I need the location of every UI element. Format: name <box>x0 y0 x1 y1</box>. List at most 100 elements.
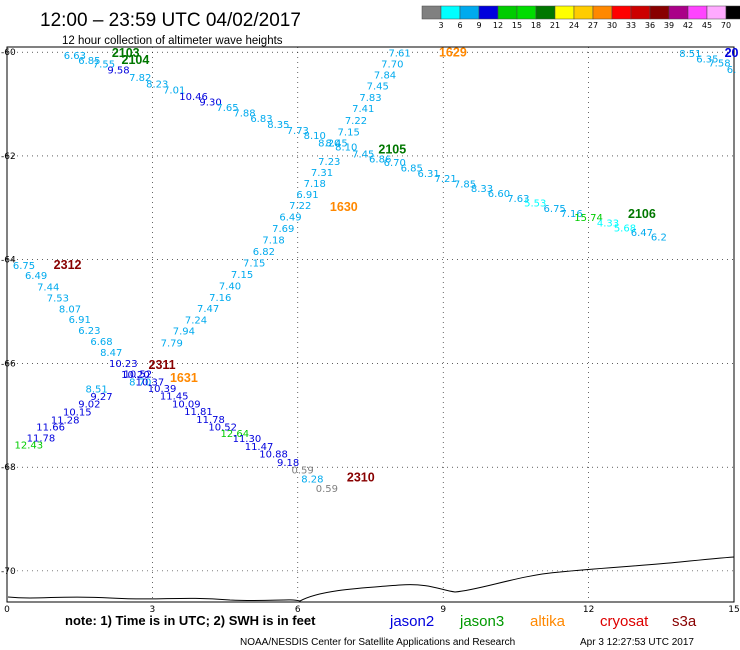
colorbar-swatch <box>649 5 670 20</box>
longitude-tick: 9 <box>440 605 446 615</box>
wave-height-label: 7.18 <box>262 235 284 246</box>
colorbar-label: 9 <box>476 21 481 30</box>
wave-height-label: 11.78 <box>196 415 225 426</box>
wave-height-label: 5.53 <box>524 199 546 210</box>
wave-height-label: 7.73 <box>287 126 309 137</box>
pass-id-label: 2105 <box>378 143 406 157</box>
wave-height-label: 8.45 <box>325 138 347 149</box>
timestamp-text: Apr 3 12:27:53 UTC 2017 <box>580 637 694 648</box>
wave-height-label: 7.82 <box>129 73 151 84</box>
wave-height-label: 6.70 <box>384 158 406 169</box>
colorbar-swatch <box>573 5 594 20</box>
wave-height-label: 7.61 <box>388 49 410 60</box>
colorbar-label: 24 <box>569 21 579 30</box>
longitude-tick: 12 <box>583 605 594 615</box>
colorbar-swatch <box>687 5 708 20</box>
wave-height-label: 7.47 <box>197 304 219 315</box>
colorbar-label: 70 <box>721 21 731 30</box>
map-subtitle: 12 hour collection of altimeter wave hei… <box>62 35 283 47</box>
wave-height-label: 6.2 <box>651 232 667 243</box>
wave-height-label: 8.10 <box>304 131 326 142</box>
wave-height-label: 0.59 <box>292 466 314 477</box>
colorbar-label: 42 <box>683 21 693 30</box>
longitude-tick: 0 <box>4 605 10 615</box>
colorbar-swatch <box>668 5 689 20</box>
wave-height-label: 5.68 <box>614 224 636 235</box>
wave-height-label: 7.79 <box>161 339 183 350</box>
colorbar-swatch <box>706 5 727 20</box>
wave-height-label: 10.20 <box>121 370 150 381</box>
wave-height-label: 9.58 <box>107 65 129 76</box>
wave-height-label: 7.24 <box>185 315 207 326</box>
latitude-tick: -60 <box>1 48 16 58</box>
wave-height-label: 7.69 <box>272 224 294 235</box>
satellite-legend-cryosat: cryosat <box>600 613 649 630</box>
latitude-tick: -62 <box>1 152 16 162</box>
wave-height-label: 6.85 <box>401 163 423 174</box>
colorbar-swatch <box>478 5 499 20</box>
satellite-legend-altika: altika <box>530 613 566 630</box>
wave-height-label: 6.85 <box>78 56 100 67</box>
colorbar-label: 6 <box>457 21 462 30</box>
colorbar-swatch <box>535 5 556 20</box>
colorbar-swatch <box>459 5 480 20</box>
wave-height-label: 11.81 <box>184 407 213 418</box>
pass-id-label: 20 <box>725 46 739 60</box>
wave-height-label: 7.22 <box>345 116 367 127</box>
wave-height-label: 8.33 <box>471 184 493 195</box>
wave-height-label: 7.40 <box>219 282 241 293</box>
wave-height-label: 7.15 <box>243 258 265 269</box>
wave-height-label: 9.27 <box>90 392 112 403</box>
colorbar-label: 39 <box>664 21 674 30</box>
colorbar-label: 21 <box>550 21 560 30</box>
wave-height-label: 10.15 <box>63 408 92 419</box>
wave-height-label: 6.68 <box>90 337 112 348</box>
wave-height-label: 7.45 <box>367 81 389 92</box>
antarctic-coastline <box>7 556 735 602</box>
wave-height-label: 7.84 <box>374 70 396 81</box>
wave-height-label: 9.02 <box>78 399 100 410</box>
colorbar-label: 27 <box>588 21 598 30</box>
latitude-tick: -66 <box>1 359 16 369</box>
colorbar-label: 33 <box>626 21 636 30</box>
wave-height-label: 8.51 <box>679 49 701 60</box>
wave-height-label: 11.45 <box>160 392 189 403</box>
wave-height-label: 6. <box>727 65 737 76</box>
wave-height-label: 6.60 <box>488 189 510 200</box>
wave-height-label: 4.33 <box>597 218 619 229</box>
wave-height-label: 12.43 <box>14 440 43 451</box>
pass-id-label: 2106 <box>628 207 656 221</box>
colorbar-swatch <box>421 5 442 20</box>
wave-height-label: 8.10 <box>335 143 357 154</box>
colorbar-swatch <box>440 5 461 20</box>
wave-height-label: 7.23 <box>318 157 340 168</box>
wave-height-label: 7.16 <box>561 209 583 220</box>
satellite-legend-jason3: jason3 <box>459 613 504 630</box>
wave-height-label: 10.39 <box>148 384 177 395</box>
colorbar-label: 15 <box>512 21 522 30</box>
credit-text: NOAA/NESDIS Center for Satellite Applica… <box>240 637 515 648</box>
wave-height-label: 7.31 <box>311 168 333 179</box>
wave-height-label: 10.88 <box>259 450 288 461</box>
wave-height-label: 6.86 <box>369 155 391 166</box>
wave-height-label: 6.91 <box>69 315 91 326</box>
wave-height-label: 8.07 <box>59 304 81 315</box>
wave-height-label: 15.74 <box>574 213 603 224</box>
wave-height-label: 6.83 <box>250 114 272 125</box>
wave-height-label: 7.70 <box>381 60 403 71</box>
wave-height-label: 7.18 <box>304 179 326 190</box>
wave-height-label: 6.35 <box>696 54 718 65</box>
colorbar-label: 3 <box>438 21 443 30</box>
wave-height-label: 11.30 <box>233 434 262 445</box>
wave-height-label: 10.37 <box>136 378 165 389</box>
colorbar-swatch <box>516 5 537 20</box>
colorbar-label: 45 <box>702 21 712 30</box>
wave-height-label: 6.82 <box>253 247 275 258</box>
map-border <box>6 46 735 603</box>
wave-height-label: 6.75 <box>13 261 35 272</box>
colorbar-label: 30 <box>607 21 617 30</box>
pass-id-label: 2310 <box>347 471 375 485</box>
wave-height-label: 6.31 <box>418 169 440 180</box>
